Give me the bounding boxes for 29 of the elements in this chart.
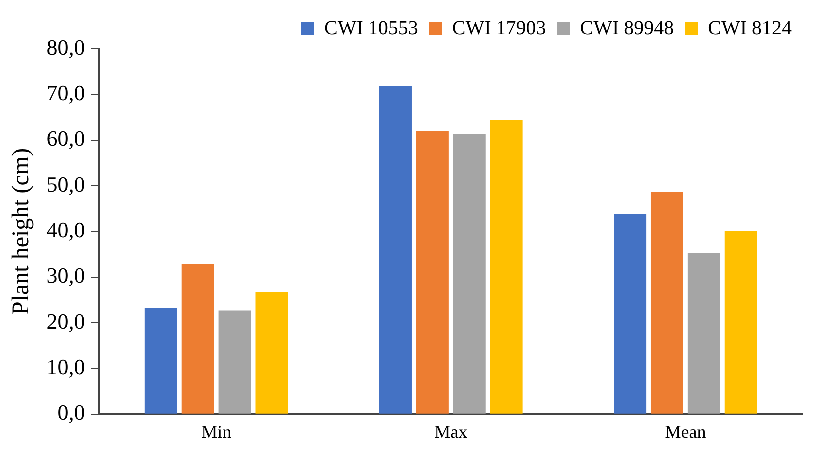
bar (724, 231, 758, 414)
bar (688, 253, 720, 414)
bar (453, 134, 486, 414)
legend-label: CWI 10553 (324, 17, 418, 40)
y-tick-label: 80,0 (46, 34, 86, 60)
bar (144, 308, 178, 414)
bar (650, 192, 684, 414)
bar (379, 86, 412, 414)
y-tick-label: 70,0 (46, 80, 86, 106)
x-tick-label: Max (434, 422, 468, 442)
y-tick-label: 50,0 (46, 172, 86, 197)
y-tick-label: 40,0 (46, 217, 86, 242)
bar (416, 131, 449, 414)
legend-label: CWI 17903 (452, 17, 546, 40)
y-axis-title: Plant height (cm) (8, 148, 35, 316)
y-tick-label: 0,0 (58, 400, 86, 426)
bar (218, 310, 252, 414)
legend-label: CWI 8124 (708, 17, 792, 40)
x-tick-label: Mean (665, 422, 706, 442)
y-tick-label: 30,0 (46, 263, 86, 288)
y-tick-label: 20,0 (46, 308, 86, 334)
bar (182, 264, 214, 414)
y-tick-label: 10,0 (46, 354, 86, 380)
y-tick-label: 60,0 (46, 126, 86, 152)
legend-label: CWI 89948 (580, 17, 674, 40)
bar (256, 292, 288, 414)
x-tick-label: Min (202, 422, 232, 442)
bar (490, 120, 523, 414)
bar (614, 214, 647, 414)
